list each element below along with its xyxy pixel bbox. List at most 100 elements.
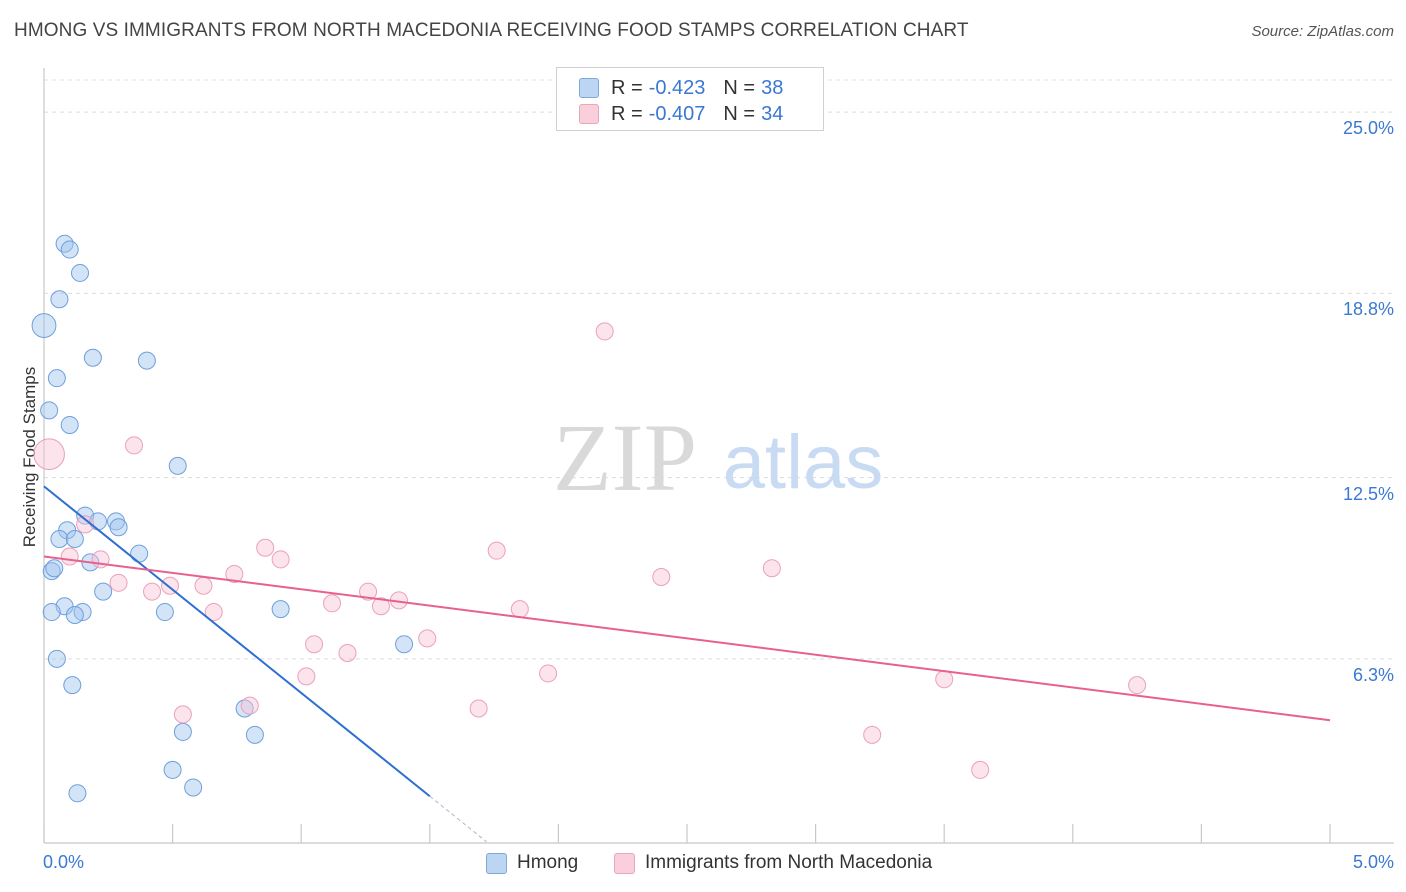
y-tick-label: 12.5%	[1342, 483, 1394, 504]
macedonia-point	[143, 582, 162, 601]
macedonia-point	[271, 550, 290, 569]
chart-title: HMONG VS IMMIGRANTS FROM NORTH MACEDONIA…	[14, 20, 969, 41]
y-tick-label: 18.8%	[1342, 299, 1394, 320]
x-tick-label-max: 5.0%	[1352, 852, 1394, 872]
hmong-point	[50, 290, 69, 309]
hmong-point	[40, 401, 59, 420]
series-points	[31, 234, 1147, 803]
hmong-point	[163, 760, 182, 779]
legend-n-label: N =	[723, 102, 756, 125]
macedonia-point	[109, 573, 128, 592]
hmong-point	[42, 562, 61, 581]
macedonia-point	[125, 436, 144, 455]
macedonia-point	[469, 699, 488, 718]
legend-r-value-hmong: -0.423	[648, 76, 706, 99]
legend-row-hmong: R = -0.423 N = 38	[579, 75, 783, 101]
macedonia-point	[305, 635, 324, 654]
legend-r-value-macedonia: -0.407	[648, 102, 706, 125]
hmong-point	[68, 784, 87, 803]
bottom-legend-swatch-macedonia	[614, 852, 635, 874]
hmong-point	[173, 722, 192, 741]
macedonia-point	[539, 664, 558, 683]
hmong-point	[60, 240, 79, 259]
y-tick-label: 6.3%	[1352, 664, 1394, 685]
watermark: ZIP atlas	[553, 404, 883, 511]
macedonia-point	[510, 600, 529, 619]
bottom-legend-macedonia: Immigrants from North Macedonia	[614, 852, 932, 874]
macedonia-point	[487, 541, 506, 560]
bottom-legend-hmong: Hmong	[486, 852, 578, 874]
x-tick-label-min: 0.0%	[43, 852, 85, 872]
hmong-point	[235, 699, 254, 718]
hmong-point	[130, 544, 149, 563]
hmong-point	[45, 559, 64, 578]
macedonia-point	[225, 565, 244, 584]
grid-lines	[44, 79, 1394, 660]
hmong-point	[65, 605, 84, 624]
hmong-point	[271, 600, 290, 619]
legend-n-value-hmong: 38	[761, 76, 784, 99]
hmong-point	[65, 529, 84, 548]
bottom-legend-label-hmong: Hmong	[517, 852, 579, 873]
hmong-point	[168, 456, 187, 475]
axes	[43, 68, 1394, 844]
series-hmong	[31, 234, 414, 803]
y-tick-label: 25.0%	[1342, 118, 1394, 139]
legend-swatch-macedonia	[579, 104, 599, 124]
hmong-point	[94, 582, 113, 601]
legend-n-label: N =	[723, 76, 756, 99]
bottom-legend-label-macedonia: Immigrants from North Macedonia	[645, 852, 933, 873]
hmong-point	[42, 603, 61, 622]
series-macedonia	[33, 322, 1147, 779]
macedonia-point	[338, 643, 357, 662]
hmong-point	[63, 676, 82, 695]
macedonia-point	[60, 547, 79, 566]
macedonia-point	[863, 725, 882, 744]
watermark-zip: ZIP	[553, 404, 697, 511]
hmong-trend-line	[43, 485, 431, 798]
macedonia-point	[1128, 676, 1147, 695]
hmong-point	[47, 369, 66, 388]
macedonia-point	[33, 438, 65, 470]
hmong-point	[245, 725, 264, 744]
legend-r-label: R =	[611, 76, 643, 99]
hmong-point	[184, 778, 203, 797]
macedonia-point	[256, 538, 275, 557]
trend-lines	[43, 485, 1331, 843]
macedonia-point	[359, 582, 378, 601]
watermark-atlas: atlas	[723, 420, 884, 505]
macedonia-point	[371, 597, 390, 616]
hmong-point	[60, 415, 79, 434]
hmong-point	[83, 348, 102, 367]
hmong-point	[109, 518, 128, 537]
macedonia-point	[76, 515, 95, 534]
hmong-point	[137, 351, 156, 370]
macedonia-point	[204, 603, 223, 622]
legend-n-value-macedonia: 34	[761, 102, 784, 125]
hmong-point	[395, 635, 414, 654]
macedonia-point	[194, 576, 213, 595]
macedonia-point	[971, 760, 990, 779]
macedonia-point	[323, 594, 342, 613]
source-credit: Source: ZipAtlas.com	[1251, 23, 1394, 40]
macedonia-point	[240, 696, 259, 715]
macedonia-point	[762, 559, 781, 578]
macedonia-point	[173, 705, 192, 724]
macedonia-point	[652, 567, 671, 586]
hmong-trend-extension	[429, 795, 487, 843]
macedonia-point	[418, 629, 437, 648]
hmong-point	[55, 234, 74, 253]
bottom-legend-swatch-hmong	[486, 852, 507, 874]
hmong-point	[71, 263, 90, 282]
legend-row-macedonia: R = -0.407 N = 34	[579, 101, 783, 127]
macedonia-trend-line	[43, 555, 1331, 722]
hmong-point	[155, 603, 174, 622]
macedonia-point	[297, 667, 316, 686]
legend: R = -0.423 N = 38 R = -0.407 N = 34	[556, 67, 824, 131]
macedonia-point	[935, 670, 954, 689]
macedonia-point	[595, 322, 614, 341]
hmong-point	[47, 649, 66, 668]
hmong-point	[50, 529, 69, 548]
legend-swatch-hmong	[579, 78, 599, 98]
